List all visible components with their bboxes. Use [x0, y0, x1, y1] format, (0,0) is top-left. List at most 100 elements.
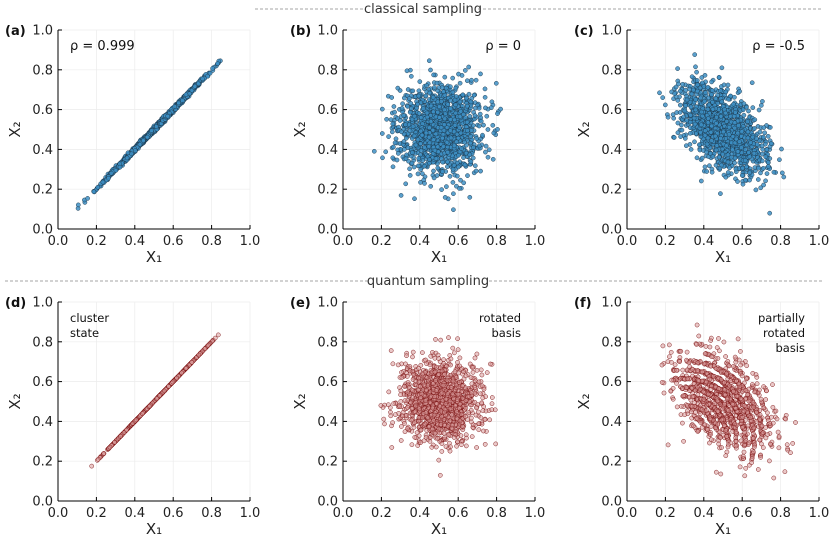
scatter-point [413, 142, 419, 148]
scatter-point [458, 108, 464, 114]
scatter-point [391, 104, 397, 109]
y-tick-label: 0.8 [32, 63, 53, 78]
x-tick-label: 0.0 [48, 234, 69, 249]
y-tick-label: 0.2 [32, 455, 53, 470]
scatter-point [399, 129, 404, 135]
scatter-point [704, 149, 709, 155]
scatter-point [432, 85, 437, 90]
scatter-point [735, 179, 740, 184]
x-axis-label: X₁ [715, 248, 731, 266]
scatter-point [745, 135, 751, 141]
scatter-point [416, 111, 422, 116]
scatter-point [473, 77, 479, 83]
scatter-point [743, 177, 748, 183]
scatter-point [727, 165, 732, 171]
scatter-point [757, 129, 763, 135]
y-axis-label: X₂ [6, 121, 24, 137]
scatter-point [730, 147, 735, 153]
scatter-point [675, 130, 681, 136]
scatter-point [207, 70, 213, 76]
scatter-point [699, 109, 704, 115]
scatter-point [395, 151, 401, 156]
x-tick-label: 0.4 [124, 506, 145, 521]
scatter-point [709, 169, 715, 175]
scatter-point [718, 191, 723, 196]
scatter-point [688, 147, 694, 152]
scatter-point [746, 108, 751, 114]
scatter-point [392, 140, 398, 146]
scatter-point [407, 166, 412, 172]
scatter-point [713, 96, 719, 101]
y-tick-label: 0.6 [32, 103, 53, 118]
scatter-point [749, 80, 755, 86]
scatter-point [433, 131, 439, 137]
scatter-point [450, 166, 456, 172]
x-tick-label: 0.2 [655, 234, 676, 249]
panel-label: (a) [5, 24, 26, 39]
scatter-point [447, 128, 453, 133]
scatter-point [471, 92, 477, 98]
scatter-point [461, 180, 467, 186]
scatter-point [702, 98, 708, 104]
scatter-point [430, 95, 436, 100]
scatter-point [384, 116, 389, 122]
scatter-point [779, 170, 785, 176]
scatter-point [740, 181, 746, 187]
y-tick-label: 0.6 [601, 103, 622, 118]
scatter-point [705, 84, 711, 90]
scatter-point [489, 99, 495, 105]
scatter-point [165, 113, 171, 119]
scatter-point [721, 129, 726, 135]
scatter-point [682, 108, 688, 114]
scatter-point [448, 106, 453, 111]
scatter-point [464, 119, 470, 125]
x-tick-label: 0.6 [163, 234, 184, 249]
scatter-point [448, 135, 454, 141]
y-tick-label: 1.0 [32, 24, 53, 39]
scatter-point [678, 134, 683, 139]
scatter-point [698, 178, 704, 184]
scatter-point [100, 179, 106, 185]
scatter-point [445, 149, 451, 155]
scatter-point [427, 157, 432, 163]
y-tick-label: 0.0 [32, 223, 53, 238]
scatter-point [735, 130, 741, 136]
scatter-point [467, 113, 473, 119]
scatter-point [453, 102, 458, 108]
scatter-point [468, 134, 474, 139]
scatter-point [113, 168, 119, 173]
x-tick-label: 0.6 [732, 234, 753, 249]
scatter-point [671, 135, 677, 140]
scatter-point [448, 98, 453, 103]
scatter-point [418, 141, 423, 147]
scatter-point [468, 159, 474, 165]
scatter-point [486, 147, 492, 153]
scatter-point [427, 90, 433, 96]
scatter-point [761, 125, 767, 130]
y-tick-label: 0.8 [601, 63, 622, 78]
scatter-point [401, 139, 407, 144]
scatter-point [465, 128, 470, 134]
scatter-point [689, 74, 695, 80]
scatter-point [461, 155, 466, 160]
scatter-point [426, 58, 432, 64]
scatter-point [462, 139, 467, 145]
scatter-point [399, 106, 405, 111]
scatter-point [400, 101, 405, 107]
scatter-point [675, 120, 681, 126]
scatter-point [710, 154, 716, 159]
scatter-point [485, 127, 491, 132]
scatter-point [748, 140, 754, 145]
scatter-point [714, 114, 719, 120]
panel-d: 0.00.00.20.20.40.40.60.60.80.81.01.0X₁X₂… [5, 296, 260, 539]
x-tick-label: 1.0 [809, 234, 830, 249]
scatter-point [183, 92, 189, 98]
scatter-point [153, 124, 159, 129]
scatter-point [691, 115, 697, 121]
scatter-point [701, 84, 707, 89]
panels: 0.00.00.20.20.40.40.60.60.80.81.01.0X₁X₂… [5, 24, 829, 539]
scatter-point [465, 173, 470, 178]
scatter-point [390, 155, 396, 161]
scatter-point [684, 97, 690, 103]
scatter-point [739, 129, 745, 134]
